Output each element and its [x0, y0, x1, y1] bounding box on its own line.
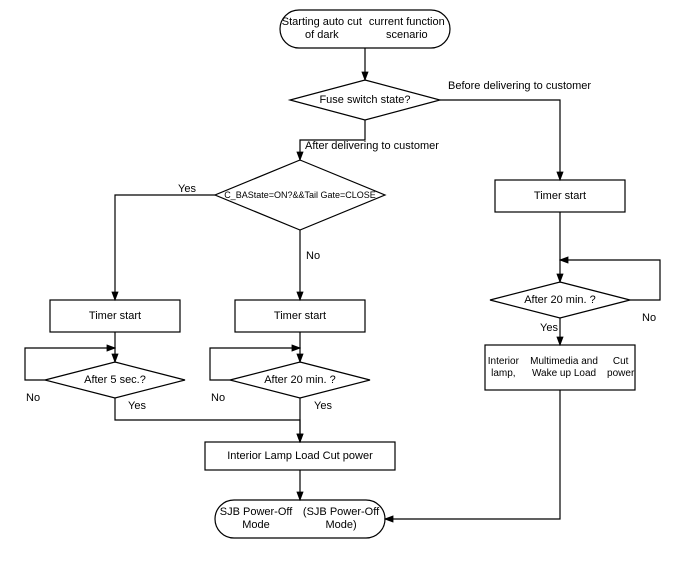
edge-label-4: Yes [540, 322, 558, 334]
node-text-end: SJB Power-Off Mode(SJB Power-Off Mode) [215, 500, 385, 538]
edge-label-7: Yes [128, 400, 146, 412]
node-text-interior_right: Interior lamp,Multimedia and Wake up Loa… [485, 345, 635, 390]
edge-label-6: No [26, 392, 40, 404]
node-text-timer_left: Timer start [50, 300, 180, 332]
node-text-cba: C_BAState=ON?&&Tail Gate=CLOSE [215, 160, 385, 230]
node-text-start: Starting auto cut of darkcurrent functio… [280, 10, 450, 48]
edge-label-8: No [211, 392, 225, 404]
node-text-timer_right: Timer start [495, 180, 625, 212]
edge-label-0: Before delivering to customer [448, 80, 591, 92]
node-text-after20_mid: After 20 min. ? [230, 362, 370, 398]
edge-15 [385, 390, 560, 519]
edge-1 [440, 100, 560, 180]
edge-label-3: No [306, 250, 320, 262]
node-text-after20_right: After 20 min. ? [490, 282, 630, 318]
node-text-timer_mid: Timer start [235, 300, 365, 332]
node-text-interior_left: Interior Lamp Load Cut power [205, 442, 395, 470]
edge-3 [115, 195, 215, 300]
edge-label-1: After delivering to customer [305, 140, 439, 152]
edge-label-9: Yes [314, 400, 332, 412]
node-text-fuse: Fuse switch state? [290, 80, 440, 120]
node-text-after5: After 5 sec.? [45, 362, 185, 398]
edge-label-2: Yes [178, 183, 196, 195]
edge-label-5: No [642, 312, 656, 324]
